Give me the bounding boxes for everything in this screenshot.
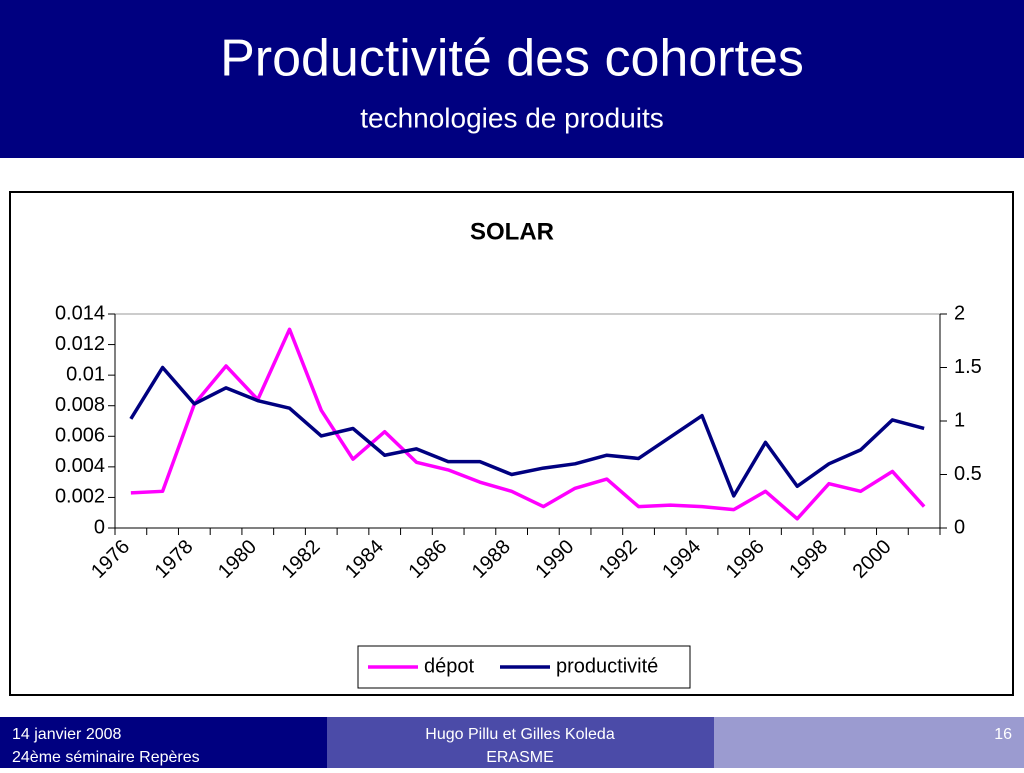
y-tick-label: 0.006 — [55, 425, 105, 447]
y-tick-label: 0.008 — [55, 394, 105, 416]
y2-tick-label: 1.5 — [954, 356, 982, 378]
y2-tick-label: 0 — [954, 516, 965, 538]
legend-label: dépot — [424, 655, 474, 677]
page-number: 16 — [994, 726, 1012, 743]
footer-middle — [327, 717, 714, 768]
footer-date: 14 janvier 2008 — [12, 726, 122, 743]
footer-right — [714, 717, 1024, 768]
y-tick-label: 0.01 — [66, 363, 105, 385]
legend-label: productivité — [556, 655, 658, 677]
y-tick-label: 0.014 — [55, 302, 105, 324]
series-line — [130, 327, 926, 521]
y2-tick-label: 0.5 — [954, 463, 982, 485]
header-band — [0, 0, 1024, 158]
footer-event: 24ème séminaire Repères — [12, 749, 200, 766]
chart-frame — [9, 191, 1014, 696]
y-tick-label: 0.004 — [55, 455, 105, 477]
slide-title: Productivité des cohortes — [220, 30, 804, 88]
footer-org: ERASME — [486, 749, 554, 766]
footer-left — [0, 717, 327, 768]
y2-tick-label: 2 — [954, 302, 965, 324]
chart-title: SOLAR — [470, 218, 554, 245]
y-tick-label: 0.012 — [55, 333, 105, 355]
y-tick-label: 0 — [94, 516, 105, 538]
y2-tick-label: 1 — [954, 409, 965, 431]
series-line — [129, 365, 925, 498]
y-tick-label: 0.002 — [55, 486, 105, 508]
footer-authors: Hugo Pillu et Gilles Koleda — [425, 726, 615, 743]
slide-subtitle: technologies de produits — [360, 102, 664, 133]
